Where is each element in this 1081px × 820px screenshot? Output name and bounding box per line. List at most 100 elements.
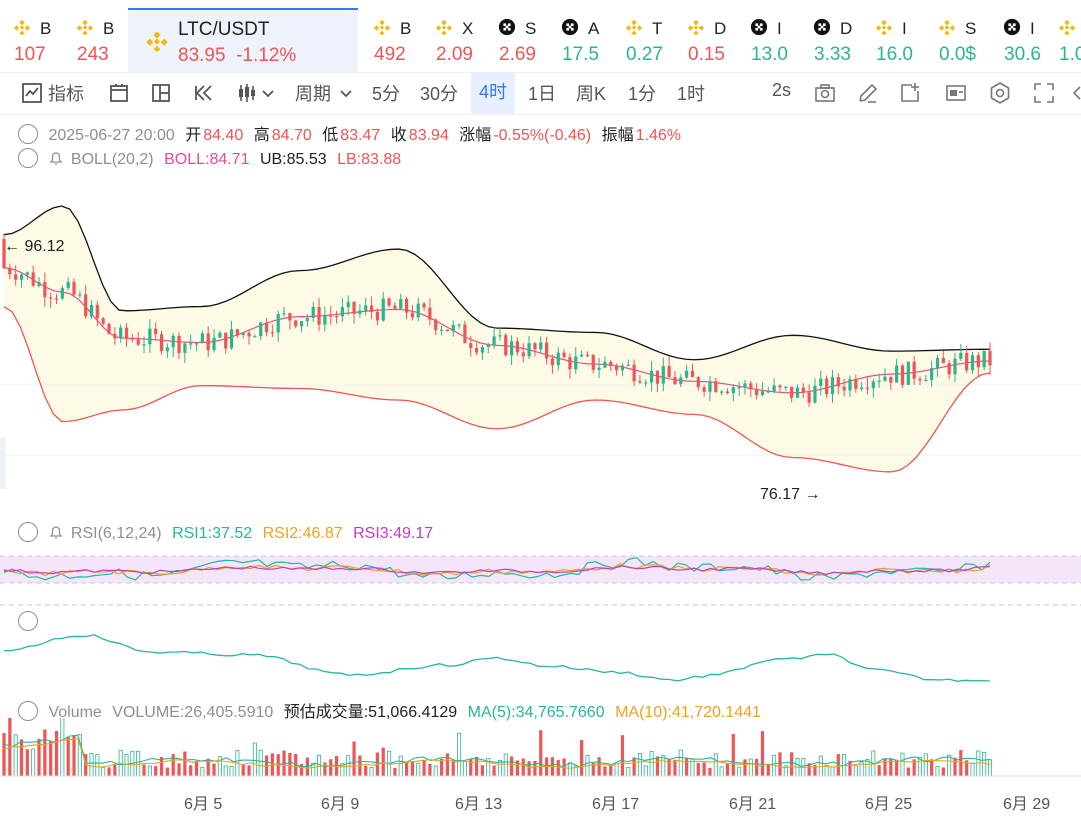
pencil-icon[interactable] xyxy=(856,81,880,105)
volume-bar xyxy=(755,758,759,776)
fullscreen-icon[interactable] xyxy=(1032,81,1056,105)
collapse-toggle-icon[interactable] xyxy=(18,522,38,542)
ticker-tab-9[interactable]: I 13.0 xyxy=(737,8,797,70)
candle-body xyxy=(422,303,426,308)
volume-bar xyxy=(183,751,187,776)
split-view-icon[interactable] xyxy=(149,81,173,105)
volume-bar xyxy=(539,730,543,776)
low-price-marker: 76.17 → xyxy=(760,486,821,503)
interval-1h[interactable]: 1时 xyxy=(677,84,706,104)
rsi-chart[interactable] xyxy=(0,543,1081,611)
volume-bar xyxy=(299,763,304,776)
chevron-down-icon[interactable] xyxy=(338,81,354,105)
ticker-tab-7[interactable]: T 0.27 xyxy=(612,8,672,70)
open-value: 84.40 xyxy=(203,127,244,144)
amplitude-value: 1.46% xyxy=(635,127,681,144)
volume-bar xyxy=(474,756,479,776)
candle-body xyxy=(358,310,362,314)
volume-bar xyxy=(556,760,560,776)
volume-bar xyxy=(877,765,881,776)
candle-body xyxy=(871,381,875,389)
more-icon[interactable] xyxy=(1070,81,1081,105)
ticker-tab-10[interactable]: D 3.33 xyxy=(800,8,860,70)
volume-bar xyxy=(2,733,6,776)
candle-body xyxy=(982,350,986,368)
candle-body xyxy=(159,334,164,352)
candle-body xyxy=(43,282,47,298)
candle-body xyxy=(19,274,24,280)
interval-1w[interactable]: 周K xyxy=(576,84,607,104)
add-drawing-icon[interactable] xyxy=(898,81,922,105)
interval-5m[interactable]: 5分 xyxy=(372,84,401,104)
bell-icon[interactable] xyxy=(48,524,64,540)
binance-icon xyxy=(938,19,956,36)
ticker-tab-1[interactable]: B 243 xyxy=(63,8,123,70)
okx-icon xyxy=(498,18,516,36)
ticker-price: 243 xyxy=(77,44,109,65)
candle-body xyxy=(760,391,765,396)
refresh-rate[interactable]: 2s xyxy=(772,80,792,100)
collapse-toggle-icon[interactable] xyxy=(18,701,38,721)
candle-body xyxy=(749,383,753,390)
ticker-tab-11[interactable]: I 16.0 xyxy=(862,8,922,70)
settings-icon[interactable] xyxy=(988,81,1012,105)
volume-ma5-line xyxy=(3,734,991,768)
okx-icon xyxy=(561,18,579,36)
interval-4h[interactable]: 4时 xyxy=(471,72,516,114)
okx-icon xyxy=(1003,18,1021,36)
indicators-button[interactable]: 指标 xyxy=(48,84,84,104)
ticker-tab-2[interactable]: LTC/USDT 83.95 -1.12% xyxy=(128,8,358,72)
ticker-tab-6[interactable]: A 17.5 xyxy=(548,8,608,70)
candle-body xyxy=(673,377,677,385)
interval-1min[interactable]: 1分 xyxy=(628,84,657,104)
volume-bar xyxy=(830,766,835,777)
ticker-tab-14[interactable]: 1.0 xyxy=(1045,8,1081,70)
volume-bar xyxy=(515,760,520,776)
volume-bar xyxy=(597,757,601,776)
boll-upper-line xyxy=(3,205,991,361)
side-panel-handle[interactable] xyxy=(0,437,6,489)
candle-body xyxy=(119,327,123,339)
candle-body xyxy=(644,382,648,384)
layout-icon[interactable] xyxy=(107,81,131,105)
amplitude-label: 振幅 xyxy=(601,127,634,144)
ticker-tab-13[interactable]: I 30.6 xyxy=(990,8,1042,70)
ticker-tab-5[interactable]: S 2.69 xyxy=(485,8,545,70)
candle-body xyxy=(918,378,922,381)
camera-icon[interactable] xyxy=(813,81,837,105)
ticker-price: 0.15 xyxy=(688,44,725,65)
volume-bar xyxy=(194,761,199,776)
low-price-value: 76.17 xyxy=(760,486,801,503)
volume-bar xyxy=(743,759,747,776)
bell-icon[interactable] xyxy=(48,150,64,166)
candle-body xyxy=(970,355,975,371)
volume-bar xyxy=(497,760,502,777)
template-icon[interactable] xyxy=(944,81,968,105)
ticker-price: 17.5 xyxy=(562,44,599,65)
interval-1d[interactable]: 1日 xyxy=(528,84,557,104)
price-chart[interactable] xyxy=(0,170,1081,515)
collapse-toggle-icon[interactable] xyxy=(18,148,38,168)
candle-body xyxy=(690,370,695,378)
collapse-toggle-icon[interactable] xyxy=(18,124,38,144)
indicator-icon[interactable] xyxy=(20,81,44,105)
rewind-icon[interactable] xyxy=(192,81,216,105)
candlestick-type-icon[interactable] xyxy=(235,81,259,105)
indicator2-chart[interactable] xyxy=(0,630,1081,695)
candle-body xyxy=(579,354,584,357)
ticker-tab-8[interactable]: D 0.15 xyxy=(674,8,734,70)
chevron-down-icon[interactable] xyxy=(260,81,276,105)
estimated-volume: 预估成交量:51,066.4129 xyxy=(283,704,458,721)
volume-chart[interactable] xyxy=(0,718,1081,778)
ticker-name: S xyxy=(525,19,537,38)
ticker-tab-0[interactable]: B 107 xyxy=(0,8,60,70)
candle-body xyxy=(795,387,800,398)
ticker-tab-3[interactable]: B 492 xyxy=(360,8,418,70)
ticker-tab-12[interactable]: S 0.0$ xyxy=(925,8,985,70)
volume-bar xyxy=(637,752,642,777)
volume-bar xyxy=(760,731,765,776)
period-button[interactable]: 周期 xyxy=(295,84,331,104)
expand-toggle-icon[interactable] xyxy=(18,611,38,631)
interval-30m[interactable]: 30分 xyxy=(420,84,459,104)
ticker-tab-4[interactable]: X 2.09 xyxy=(422,8,482,70)
